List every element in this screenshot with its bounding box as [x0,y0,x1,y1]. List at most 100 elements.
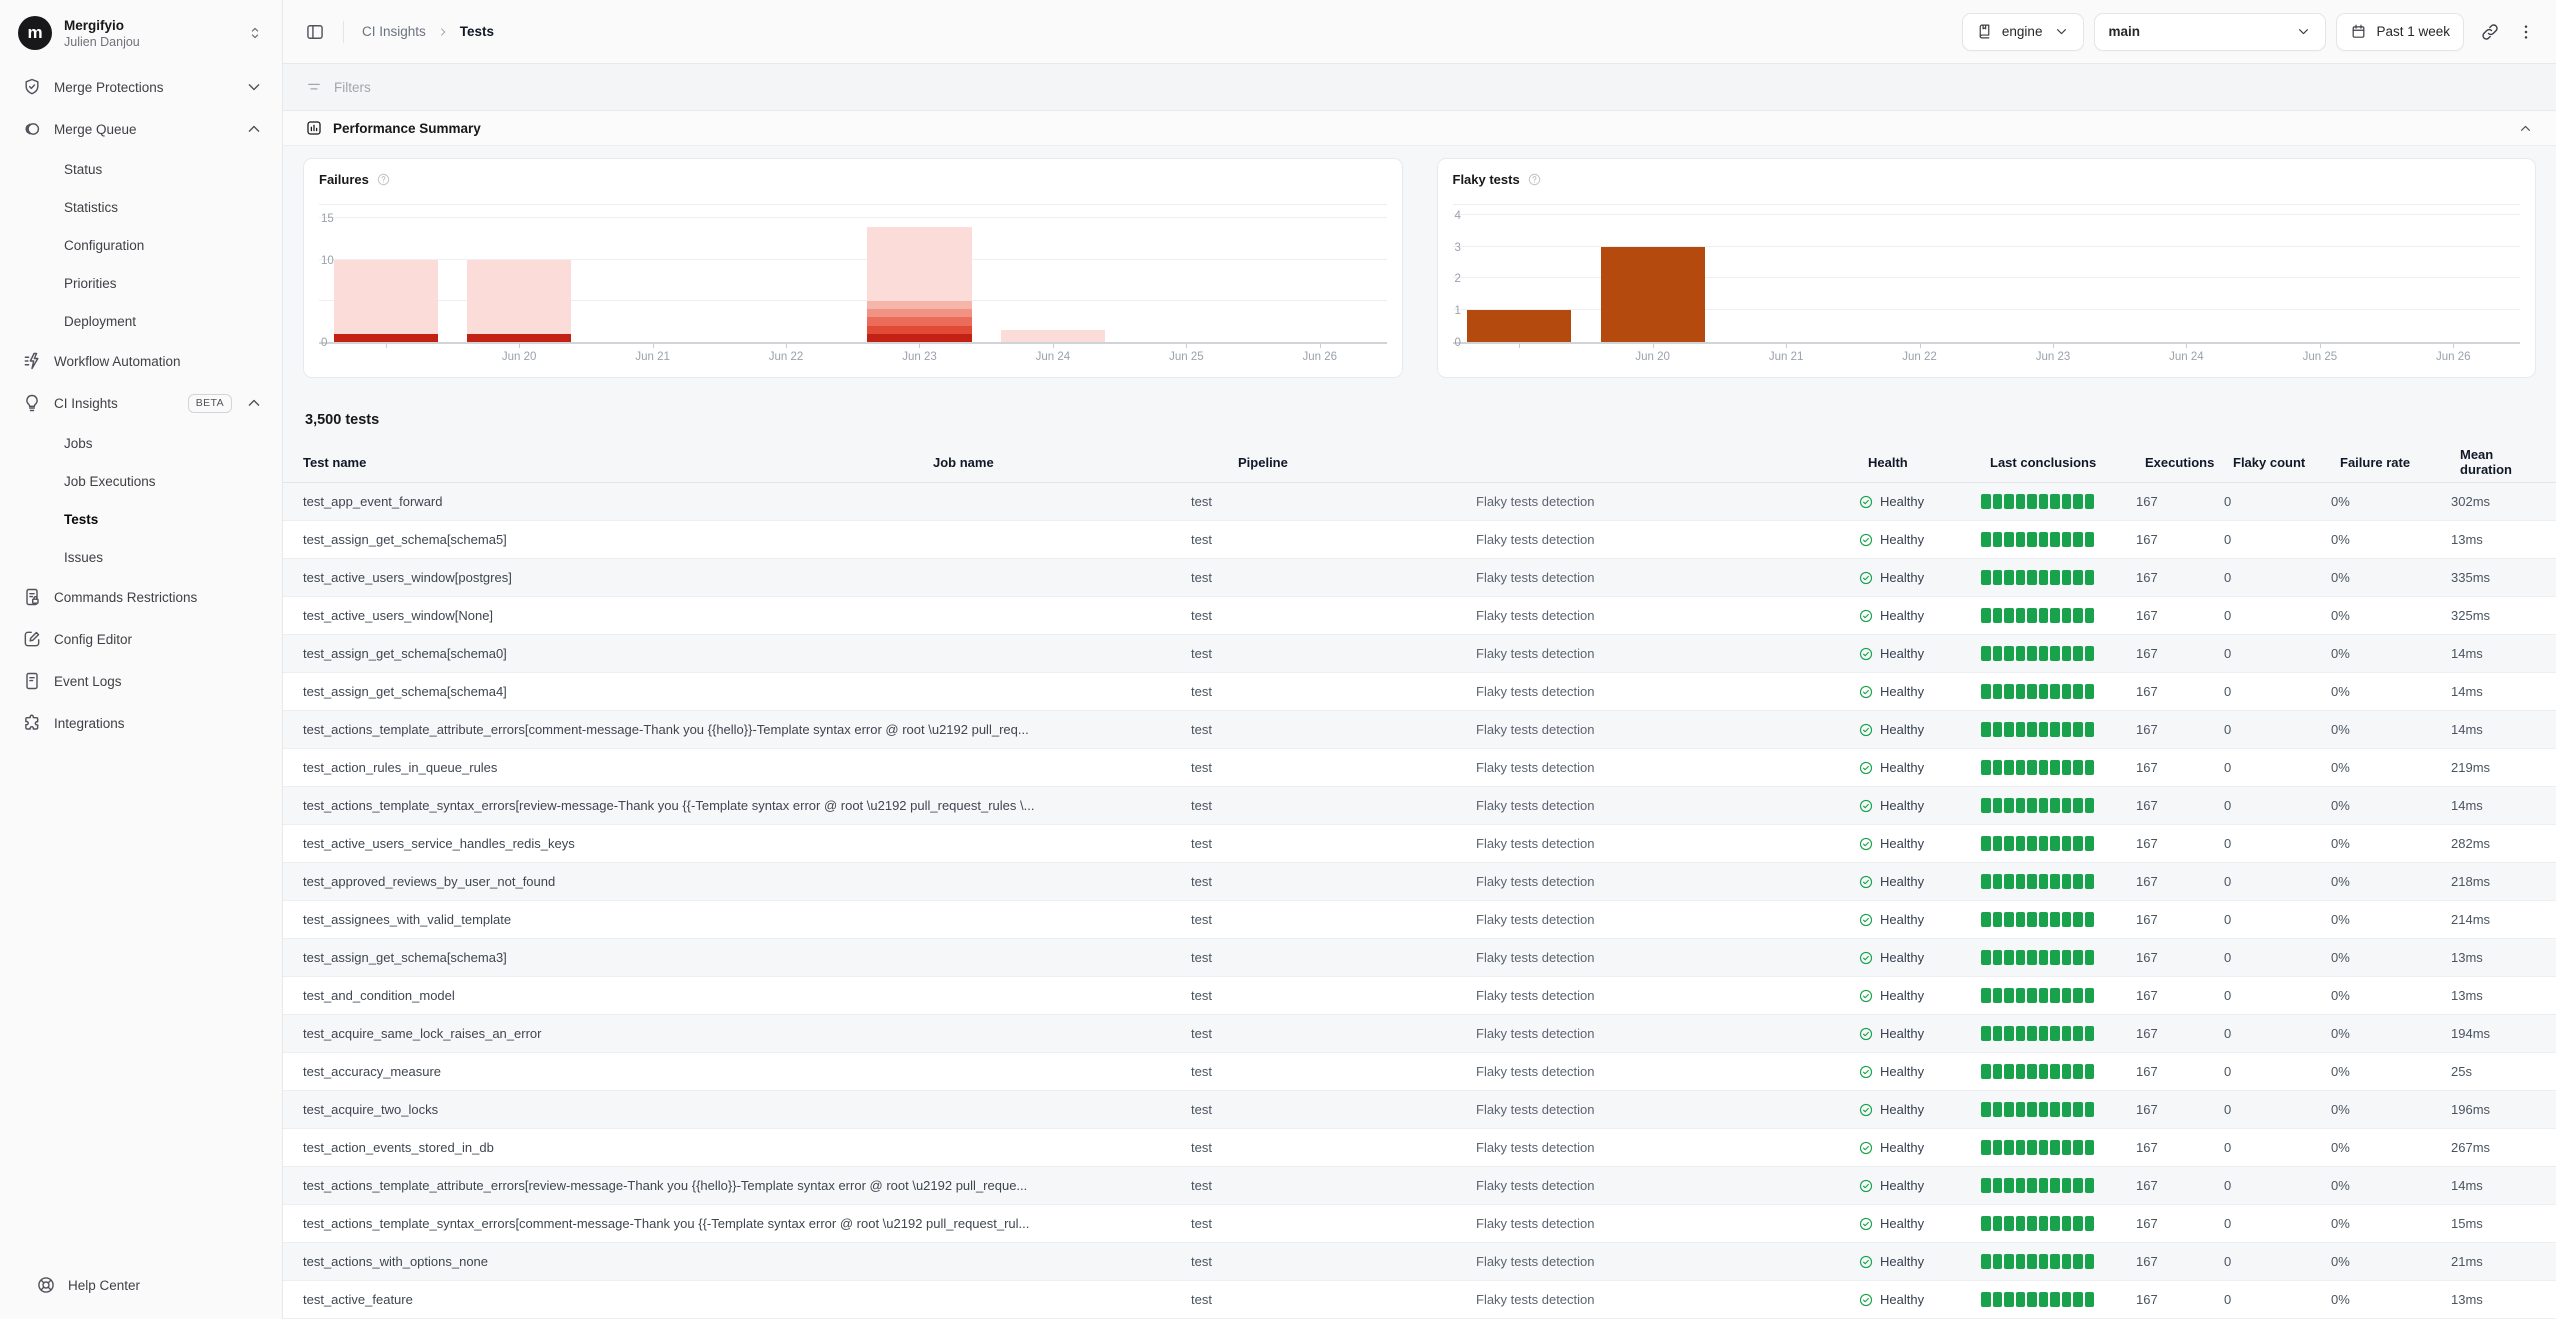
bar-segment [333,333,438,342]
conclusion-success-segment [2038,532,2048,547]
conclusion-success-segment [2084,1140,2094,1155]
table-row[interactable]: test_acquire_two_locks test Flaky tests de… [283,1091,2556,1129]
x-axis-tick-label: Jun 22 [719,344,852,368]
sidebar-item-issues[interactable]: Issues [64,549,104,565]
failure-rate-cell: 0% [2331,988,2350,1003]
table-row[interactable]: test_and_condition_model test Flaky tests … [283,977,2556,1015]
sidebar-item-jobs[interactable]: Jobs [64,435,93,451]
column-header-mean-duration: Mean duration [2460,447,2512,477]
table-row[interactable]: test_app_event_forward test Flaky tests de… [283,483,2556,521]
filters-bar[interactable]: Filters [283,64,2556,111]
check-circle-icon [1858,988,1874,1004]
org-switcher[interactable]: m Mergifyio Julien Danjou [10,10,272,66]
sidebar-item-merge-protections[interactable]: Merge Protections [10,66,272,108]
job-name-cell: test [1191,570,1212,585]
check-circle-icon [1858,1064,1874,1080]
table-row[interactable]: test_active_users_window[None] test Flaky … [283,597,2556,635]
y-axis-tick-label: 1 [1454,305,1461,318]
help-circle-icon[interactable] [1527,172,1542,187]
breadcrumb-ci-insights[interactable]: CI Insights [362,24,426,39]
conclusion-success-segment [1981,1178,1991,1193]
sidebar-item-deployment[interactable]: Deployment [64,313,137,329]
health-label: Healthy [1880,836,1925,851]
sidebar-item-workflow-automation[interactable]: Workflow Automation [10,340,272,382]
table-row[interactable]: test_assign_get_schema[schema3] test Flaky… [283,939,2556,977]
conclusion-success-segment [2015,1178,2025,1193]
bar-segment [333,259,438,334]
share-link-icon[interactable] [2480,22,2500,42]
sidebar-item-statistics[interactable]: Statistics [64,199,119,215]
table-row[interactable]: test_active_users_service_handles_redis_… [283,825,2556,863]
table-row[interactable]: test_assign_get_schema[schema5] test Flaky… [283,521,2556,559]
conclusion-success-segment [2015,1140,2025,1155]
check-circle-icon [1858,608,1874,624]
sidebar-item-commands-restrictions[interactable]: Commands Restrictions [10,576,272,618]
check-circle-icon [1858,1292,1874,1308]
x-axis-tick-label: Jun 20 [452,344,585,368]
kebab-menu-icon[interactable] [2516,22,2536,42]
y-axis-tick-label: 10 [321,254,334,267]
table-row[interactable]: test_active_feature test Flaky tests detec… [283,1281,2556,1319]
chevron-up-icon[interactable] [2517,120,2534,137]
table-row[interactable]: test_assignees_with_valid_template test Fl… [283,901,2556,939]
sidebar-item-priorities[interactable]: Priorities [64,275,117,291]
last-conclusions-cell [1981,1254,2136,1269]
table-row[interactable]: test_assign_get_schema[schema4] test Flaky… [283,673,2556,711]
chart-bar[interactable] [1467,310,1572,342]
help-circle-icon[interactable] [376,172,391,187]
doc-lines-icon [22,671,42,691]
chart-bar[interactable] [467,259,572,342]
job-name-cell: test [1191,836,1212,851]
job-name-cell: test [1191,722,1212,737]
last-conclusions-cell [1981,950,2136,965]
flaky-count-cell: 0 [2224,722,2232,737]
chart-bar[interactable] [1600,246,1705,342]
table-row[interactable]: test_action_rules_in_queue_rules test Flak… [283,749,2556,787]
table-row[interactable]: test_actions_with_options_none test Flaky … [283,1243,2556,1281]
chart-bar[interactable] [867,226,972,342]
health-cell: Healthy [1858,1026,1981,1042]
table-row[interactable]: test_actions_template_syntax_errors[comm… [283,1205,2556,1243]
job-name-cell: test [1191,1102,1212,1117]
sidebar-item-status[interactable]: Status [64,161,103,177]
table-row[interactable]: test_actions_template_attribute_errors[r… [283,1167,2556,1205]
sidebar-item-ci-insights[interactable]: CI Insights BETA [10,382,272,424]
sidebar-item-job-executions[interactable]: Job Executions [64,473,156,489]
chart-bar[interactable] [1000,329,1105,342]
health-label: Healthy [1880,1064,1925,1079]
conclusion-success-segment [2073,836,2083,851]
sidebar-item-label: Merge Protections [54,79,164,95]
sidebar-item-config-editor[interactable]: Config Editor [10,618,272,660]
y-axis-tick-label: 0 [321,337,328,349]
table-row[interactable]: test_accuracy_measure test Flaky tests det… [283,1053,2556,1091]
mean-duration-cell: 282ms [2451,836,2491,851]
date-range-button[interactable]: Past 1 week [2336,12,2464,51]
sidebar-item-event-logs[interactable]: Event Logs [10,660,272,702]
test-name-cell: test_action_rules_in_queue_rules [303,760,498,775]
table-row[interactable]: test_action_events_stored_in_db test Flaky… [283,1129,2556,1167]
sidebar-item-tests[interactable]: Tests [64,511,99,527]
pipeline-cell: Flaky tests detection [1476,722,1595,737]
conclusion-success-segment [2027,1140,2037,1155]
table-row[interactable]: test_assign_get_schema[schema0] test Flaky… [283,635,2556,673]
conclusion-success-segment [2073,646,2083,661]
failure-rate-cell: 0% [2331,798,2350,813]
table-row[interactable]: test_actions_template_syntax_errors[revi… [283,787,2556,825]
table-row[interactable]: test_active_users_window[postgres] test Fl… [283,559,2556,597]
sidebar-item-merge-queue[interactable]: Merge Queue [10,108,272,150]
branch-select[interactable]: main [2094,12,2327,51]
x-axis-tick-label: Jun 23 [1986,344,2119,368]
flaky-count-cell: 0 [2224,1102,2232,1117]
table-row[interactable]: test_approved_reviews_by_user_not_found t… [283,863,2556,901]
sidebar-item-configuration[interactable]: Configuration [64,237,145,253]
table-row[interactable]: test_acquire_same_lock_raises_an_error te… [283,1015,2556,1053]
sidebar-toggle-icon[interactable] [305,22,325,42]
conclusion-success-segment [2038,912,2048,927]
table-row[interactable]: test_actions_template_attribute_errors[c… [283,711,2556,749]
conclusion-success-segment [2061,1216,2071,1231]
sidebar-item-integrations[interactable]: Integrations [10,702,272,744]
repository-select[interactable]: engine [1961,12,2085,51]
bar-chart-icon [305,119,323,137]
chart-bar[interactable] [333,259,438,342]
help-center-button[interactable]: Help Center [10,1265,272,1305]
